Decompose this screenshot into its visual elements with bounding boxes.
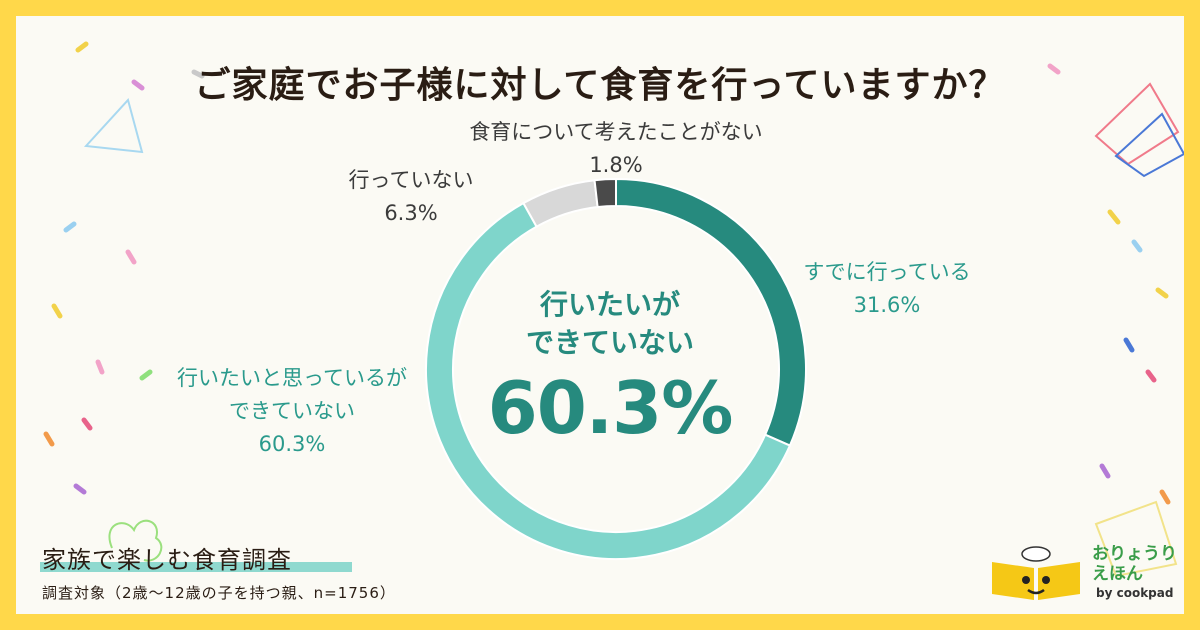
infographic-card: ご家庭でお子様に対して食育を行っていますか？ 食育について考えたことがない 1.… — [16, 16, 1184, 614]
book-mascot-logo — [992, 546, 1080, 600]
center-value: 60.3% — [487, 366, 734, 450]
label-already-text: すでに行っている — [803, 260, 971, 284]
brand-line1: おりょうり — [1092, 544, 1177, 564]
label-want-line2: できていない — [229, 399, 355, 423]
survey-note: 調査対象（2歳〜12歳の子を持つ親、n=1756） — [42, 584, 396, 602]
center-line2: できていない — [525, 326, 694, 359]
label-never-text: 食育について考えたことがない — [469, 120, 763, 144]
center-line1: 行いたいが — [539, 288, 680, 321]
label-not-doing-pct: 6.3% — [384, 201, 438, 225]
confetti-decoration — [43, 41, 1184, 578]
brand-logo-text: おりょうり えほん — [1092, 544, 1182, 584]
label-want: 行いたいと思っているが できていない 60.3% — [162, 362, 422, 461]
label-not-doing-text: 行っていない — [348, 168, 474, 192]
brand-line2: えほん — [1092, 564, 1143, 584]
survey-title-highlight — [40, 562, 352, 572]
label-never-pct: 1.8% — [589, 153, 643, 177]
label-want-pct: 60.3% — [258, 432, 326, 456]
label-never: 食育について考えたことがない 1.8% — [456, 116, 776, 182]
donut-chart — [425, 177, 807, 560]
survey-title: 家族で楽しむ食育調査 — [42, 546, 292, 574]
center-label: 行いたいが できていない — [440, 286, 780, 362]
donut-slice-3 — [593, 177, 617, 209]
chart-title: ご家庭でお子様に対して食育を行っていますか？ — [194, 65, 1006, 106]
label-already-pct: 31.6% — [853, 293, 921, 317]
label-already: すでに行っている 31.6% — [792, 256, 982, 322]
label-not-doing: 行っていない 6.3% — [336, 164, 486, 230]
brand-by: by cookpad — [1096, 586, 1174, 600]
label-want-line1: 行いたいと思っているが — [177, 366, 407, 390]
donut-slice-2 — [522, 179, 599, 229]
